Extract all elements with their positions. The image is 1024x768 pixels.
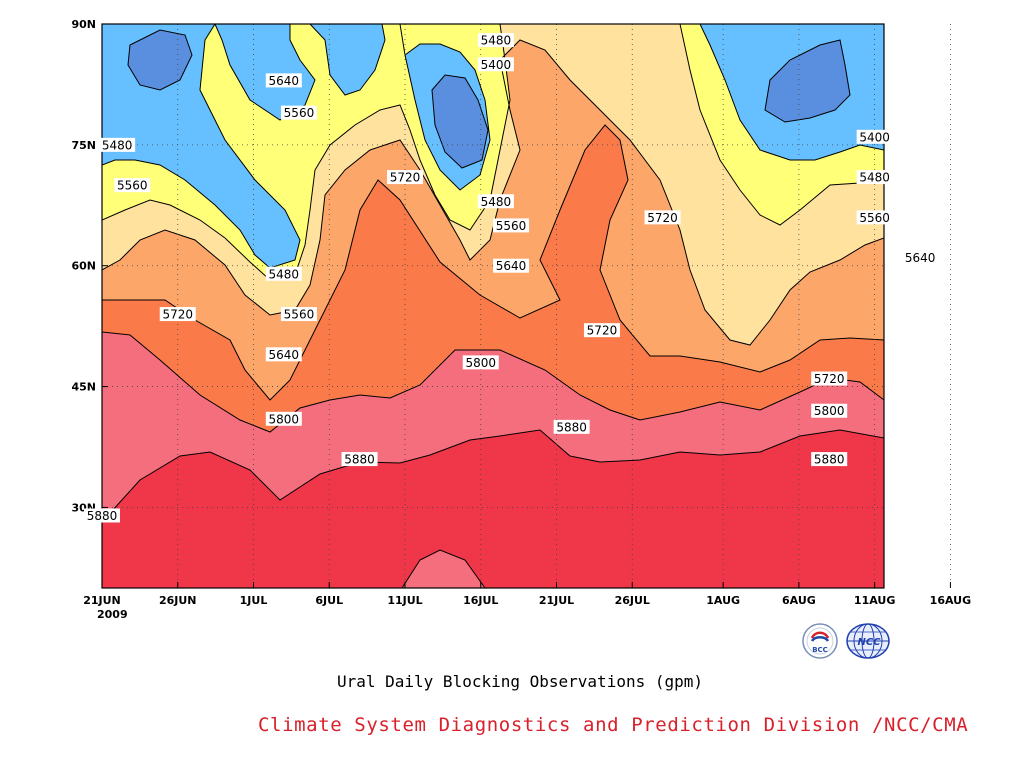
x-year-label: 2009 [97,608,128,621]
contour-label-text: 5880 [344,453,375,467]
contour-label-text: 5480 [859,171,890,185]
y-tick-label: 90N [71,18,96,31]
contour-label-text: 5720 [587,324,618,338]
contour-line-5720 [102,124,884,401]
ncc-logo: NCC [845,622,891,660]
bcc-logo-text: BCC [812,646,828,654]
contour-label: 5880 [341,452,378,467]
contour-label: 5800 [811,403,848,418]
plot-frame [101,23,885,589]
contour-label: 5880 [811,452,848,467]
contour-label-text: 5640 [269,74,300,88]
contour-label: 5560 [493,218,530,233]
x-tick-label: 6JUL [315,594,343,607]
contour-label-text: 5480 [102,138,133,152]
contour-label-text: 5720 [390,171,421,185]
x-tick-label: 21JUN [83,594,121,607]
contour-label: 5800 [462,355,499,370]
x-tick-label: 1AUG [706,594,740,607]
x-tick-label: 16AUG [930,594,971,607]
contour-label: 5560 [280,105,317,120]
contour-label-text: 5800 [465,356,496,370]
contour-label: 5880 [553,419,590,434]
contour-label: 5480 [856,170,893,185]
contour-line-5400 [127,29,851,169]
bcc-logo: BCC [801,622,839,660]
contour-label-text: 5560 [117,179,148,193]
contour-label-text: 5880 [556,420,587,434]
contour-label-text: 5480 [481,34,512,48]
grid-lines [102,24,951,588]
contour-label-text: 5800 [814,404,845,418]
y-tick-label: 75N [71,139,96,152]
contour-label: 5880 [84,508,120,523]
contour-label: 5640 [493,258,530,273]
contour-label-text: 5560 [496,219,527,233]
contour-label: 5560 [114,178,151,193]
contour-label: 5400 [477,57,514,72]
x-tick-label: 11JUL [387,594,422,607]
ncc-logo-text: NCC [857,637,881,648]
contour-label: 5720 [583,323,620,338]
contour-label: 5400 [856,129,893,144]
contour-label-text: 5720 [647,211,678,225]
contour-label: 5480 [99,137,136,152]
x-axis: 21JUN 26JUN 1JUL 6JUL 11JUL 16JUL 21JUL 26JUL 1A… [83,582,971,621]
x-tick-label: 26JUL [615,594,650,607]
contour-fills [102,24,884,588]
contour-label-text: 5560 [859,211,890,225]
contour-label-text: 5400 [481,58,512,72]
x-tick-label: 1JUL [240,594,268,607]
contour-label-text: 5800 [269,412,300,426]
contour-labels: 5480 5560 5640 5560 5480 5560 5640 5720 5800 5880… [84,33,939,523]
contour-label-text: 5560 [284,308,315,322]
y-tick-label: 45N [71,381,96,394]
contour-line-pocket [401,549,486,588]
contour-label-text: 5560 [284,106,315,120]
contour-label: 5800 [265,411,302,426]
contour-label: 5640 [902,250,939,265]
contour-label-text: 5480 [269,267,300,281]
x-tick-label: 16JUL [463,594,498,607]
contour-line-5800 [102,331,884,433]
contour-label-text: 5720 [814,372,845,386]
contour-label: 5720 [644,210,681,225]
contour-label-text: 5640 [905,251,936,265]
contour-label-text: 5880 [87,509,118,523]
contour-label-text: 5720 [162,308,193,322]
contour-label-text: 5400 [859,130,890,144]
x-tick-label: 11AUG [854,594,895,607]
contour-line-5880 [102,429,884,523]
contour-label: 5720 [387,170,423,185]
contour-label: 5720 [159,307,196,322]
footer-credit: Climate System Diagnostics and Predictio… [258,714,969,736]
chart-title: Ural Daily Blocking Observations (gpm) [336,672,704,691]
contour-label-text: 5640 [496,259,527,273]
x-tick-label: 21JUL [539,594,574,607]
y-tick-label: 60N [71,260,96,273]
contour-label-text: 5880 [814,453,845,467]
contour-label-text: 5640 [269,348,300,362]
contour-label: 5560 [280,307,317,322]
contour-label: 5560 [856,210,893,225]
contour-label: 5640 [265,73,302,88]
contour-label: 5480 [477,33,514,48]
contour-label-text: 5480 [481,195,512,209]
contour-label: 5640 [265,347,302,362]
x-tick-label: 26JUN [159,594,197,607]
contour-label: 5720 [811,371,848,386]
x-tick-label: 6AUG [782,594,816,607]
contour-label: 5480 [477,194,514,209]
band-5800-5880-pocket [402,550,485,588]
contour-label: 5480 [265,266,302,281]
